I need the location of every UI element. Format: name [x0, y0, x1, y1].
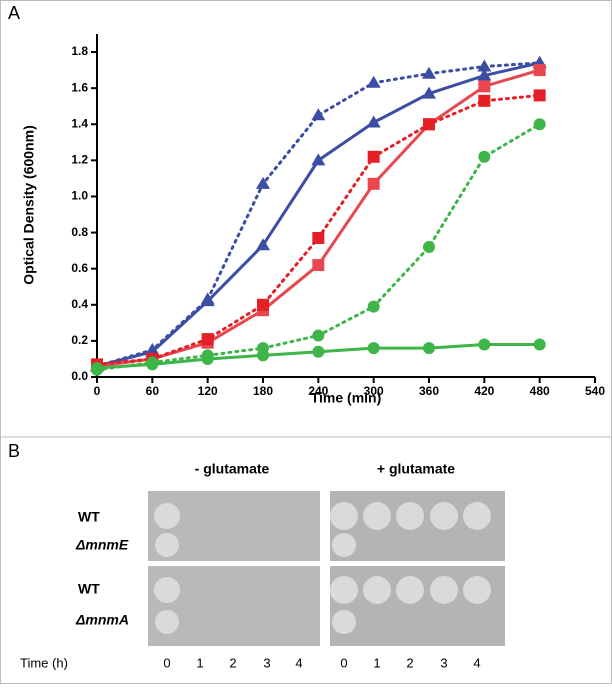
circle-marker	[478, 150, 491, 163]
column-header: + glutamate	[377, 461, 455, 477]
colony-spot	[430, 502, 458, 530]
x-tick-label: 540	[585, 384, 605, 398]
square-marker	[201, 333, 214, 346]
square-marker	[312, 231, 325, 244]
circle-marker	[478, 338, 491, 351]
panel-label: A	[8, 3, 20, 23]
time-point: 2	[406, 655, 413, 670]
y-tick-label: 0.0	[71, 369, 88, 383]
time-point: 2	[229, 655, 236, 670]
circle-marker	[423, 342, 435, 355]
x-tick-label: 480	[530, 384, 550, 398]
colony-spot	[155, 533, 179, 557]
colony-spot	[332, 610, 356, 634]
row-label: WT	[78, 509, 100, 525]
triangle-marker	[366, 75, 381, 88]
colony-spot	[396, 502, 424, 530]
time-point: 3	[440, 655, 447, 670]
column-header: - glutamate	[195, 461, 270, 477]
x-tick-label: 60	[146, 384, 160, 398]
square-marker	[367, 150, 380, 163]
colony-spot	[155, 610, 179, 634]
circle-marker	[201, 349, 214, 362]
y-tick-label: 1.4	[71, 116, 88, 130]
colony-spot	[363, 576, 391, 604]
square-marker	[478, 80, 491, 93]
row-label: ΔmnmA	[75, 612, 129, 628]
colony-spot	[154, 577, 180, 603]
time-point: 4	[473, 655, 480, 670]
square-marker	[312, 259, 325, 272]
time-point: 0	[163, 655, 170, 670]
row-label: WT	[78, 581, 100, 597]
colony-spot	[396, 576, 424, 604]
square-marker	[257, 298, 269, 311]
circle-marker	[312, 345, 325, 358]
x-tick-label: 420	[474, 384, 494, 398]
x-axis-label: Time (min)	[311, 390, 382, 406]
square-marker	[423, 118, 435, 131]
colony-spot	[330, 576, 358, 604]
row-label: ΔmnmE	[75, 537, 129, 553]
x-tick-label: 360	[419, 384, 439, 398]
colony-spot	[463, 576, 491, 604]
square-marker	[533, 89, 546, 102]
circle-marker	[533, 118, 546, 131]
circle-marker	[533, 338, 546, 351]
square-marker	[533, 64, 546, 77]
colony-spot	[332, 533, 356, 557]
time-point: 1	[196, 655, 203, 670]
x-tick-label: 0	[94, 384, 101, 398]
y-tick-label: 1.8	[71, 44, 88, 58]
triangle-marker	[477, 68, 492, 81]
x-tick-label: 180	[253, 384, 273, 398]
y-tick-label: 1.0	[71, 189, 88, 203]
triangle-marker	[477, 59, 492, 72]
time-point: 1	[373, 655, 380, 670]
plate	[148, 566, 320, 646]
y-tick-label: 0.8	[71, 225, 88, 239]
colony-spot	[154, 503, 180, 529]
triangle-marker	[200, 292, 215, 305]
circle-marker	[257, 342, 269, 355]
colony-spot	[330, 502, 358, 530]
colony-spot	[430, 576, 458, 604]
time-point: 4	[295, 655, 302, 670]
y-tick-label: 0.6	[71, 261, 88, 275]
triangle-marker	[256, 238, 270, 251]
time-point: 3	[263, 655, 270, 670]
triangle-marker	[422, 86, 436, 99]
time-label: Time (h)	[20, 655, 68, 670]
colony-spot	[363, 502, 391, 530]
circle-marker	[146, 356, 159, 369]
x-tick-label: 300	[364, 384, 384, 398]
y-axis-label: Optical Density (600nm)	[21, 125, 37, 285]
triangle-marker	[256, 176, 270, 189]
triangle-marker	[422, 66, 436, 79]
y-tick-label: 1.2	[71, 153, 88, 167]
triangle-marker	[145, 342, 160, 355]
square-marker	[478, 94, 491, 107]
square-marker	[367, 177, 380, 190]
triangle-marker	[311, 153, 326, 166]
x-tick-label: 240	[308, 384, 328, 398]
panel-b: - glutamate + glutamate WT ΔmnmE WT Δmnm…	[20, 461, 505, 670]
circle-marker	[423, 241, 435, 254]
triangle-marker	[311, 108, 326, 121]
triangle-marker	[366, 115, 381, 128]
circle-marker	[312, 329, 325, 342]
y-tick-label: 1.6	[71, 80, 88, 94]
panel-label: B	[8, 441, 20, 461]
colony-spot	[463, 502, 491, 530]
circle-marker	[367, 342, 380, 355]
circle-marker	[91, 363, 103, 376]
time-point: 0	[340, 655, 347, 670]
x-tick-label: 120	[198, 384, 218, 398]
y-tick-label: 0.2	[71, 333, 88, 347]
y-tick-label: 0.4	[71, 297, 88, 311]
circle-marker	[367, 300, 380, 313]
